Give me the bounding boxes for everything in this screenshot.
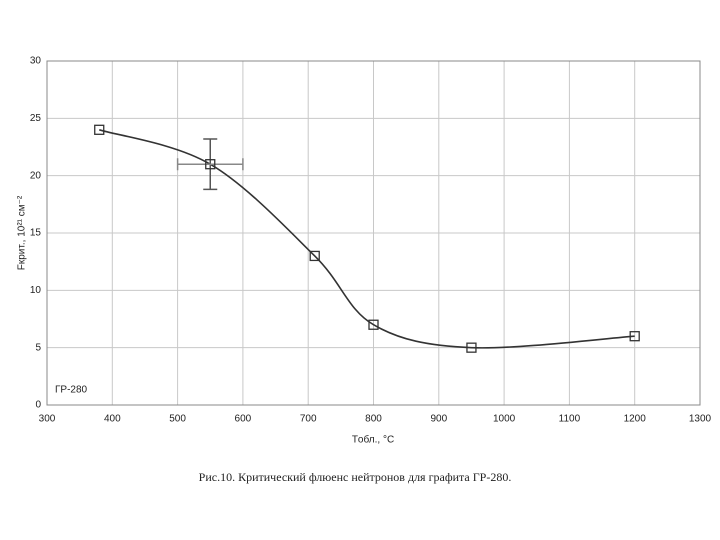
- x-tick-label: 1200: [624, 414, 647, 425]
- y-tick-label: 5: [35, 342, 41, 353]
- y-tick-label: 0: [35, 400, 41, 411]
- marker: [368, 319, 379, 330]
- x-tick-label: 1100: [559, 414, 581, 425]
- plot-frame: [46, 60, 701, 406]
- x-tick-label: 500: [169, 414, 186, 425]
- x-tick-label: 1000: [493, 414, 516, 425]
- x-tick-label: 900: [430, 414, 447, 425]
- y-tick-label: 20: [30, 170, 42, 181]
- y-tick-label: 30: [30, 56, 42, 67]
- marker: [309, 250, 320, 262]
- caption: Рис.10. Критический флюенс нейтронов для…: [199, 470, 512, 484]
- marker: [205, 159, 216, 170]
- marker: [629, 331, 640, 342]
- x-tick-label: 400: [104, 414, 121, 425]
- y-axis-label: Fкрит., 10²¹ см⁻²: [17, 195, 28, 270]
- x-tick-label: 700: [300, 414, 317, 425]
- y-tick-label: 25: [30, 113, 42, 124]
- line: [99, 129, 635, 349]
- error-bar-x: [176, 158, 244, 171]
- x-tick-label: 600: [235, 414, 252, 425]
- y-tick-label: 15: [30, 228, 42, 239]
- marker: [466, 342, 477, 353]
- x-axis-label: Tобл., °C: [352, 434, 394, 446]
- x-tick-label: 300: [39, 414, 56, 425]
- marker: [94, 124, 105, 135]
- y-tick-label: 10: [30, 285, 42, 296]
- x-tick-label: 800: [365, 414, 382, 425]
- annotation: ГР-280: [55, 385, 88, 396]
- x-tick-label: 1300: [689, 414, 712, 425]
